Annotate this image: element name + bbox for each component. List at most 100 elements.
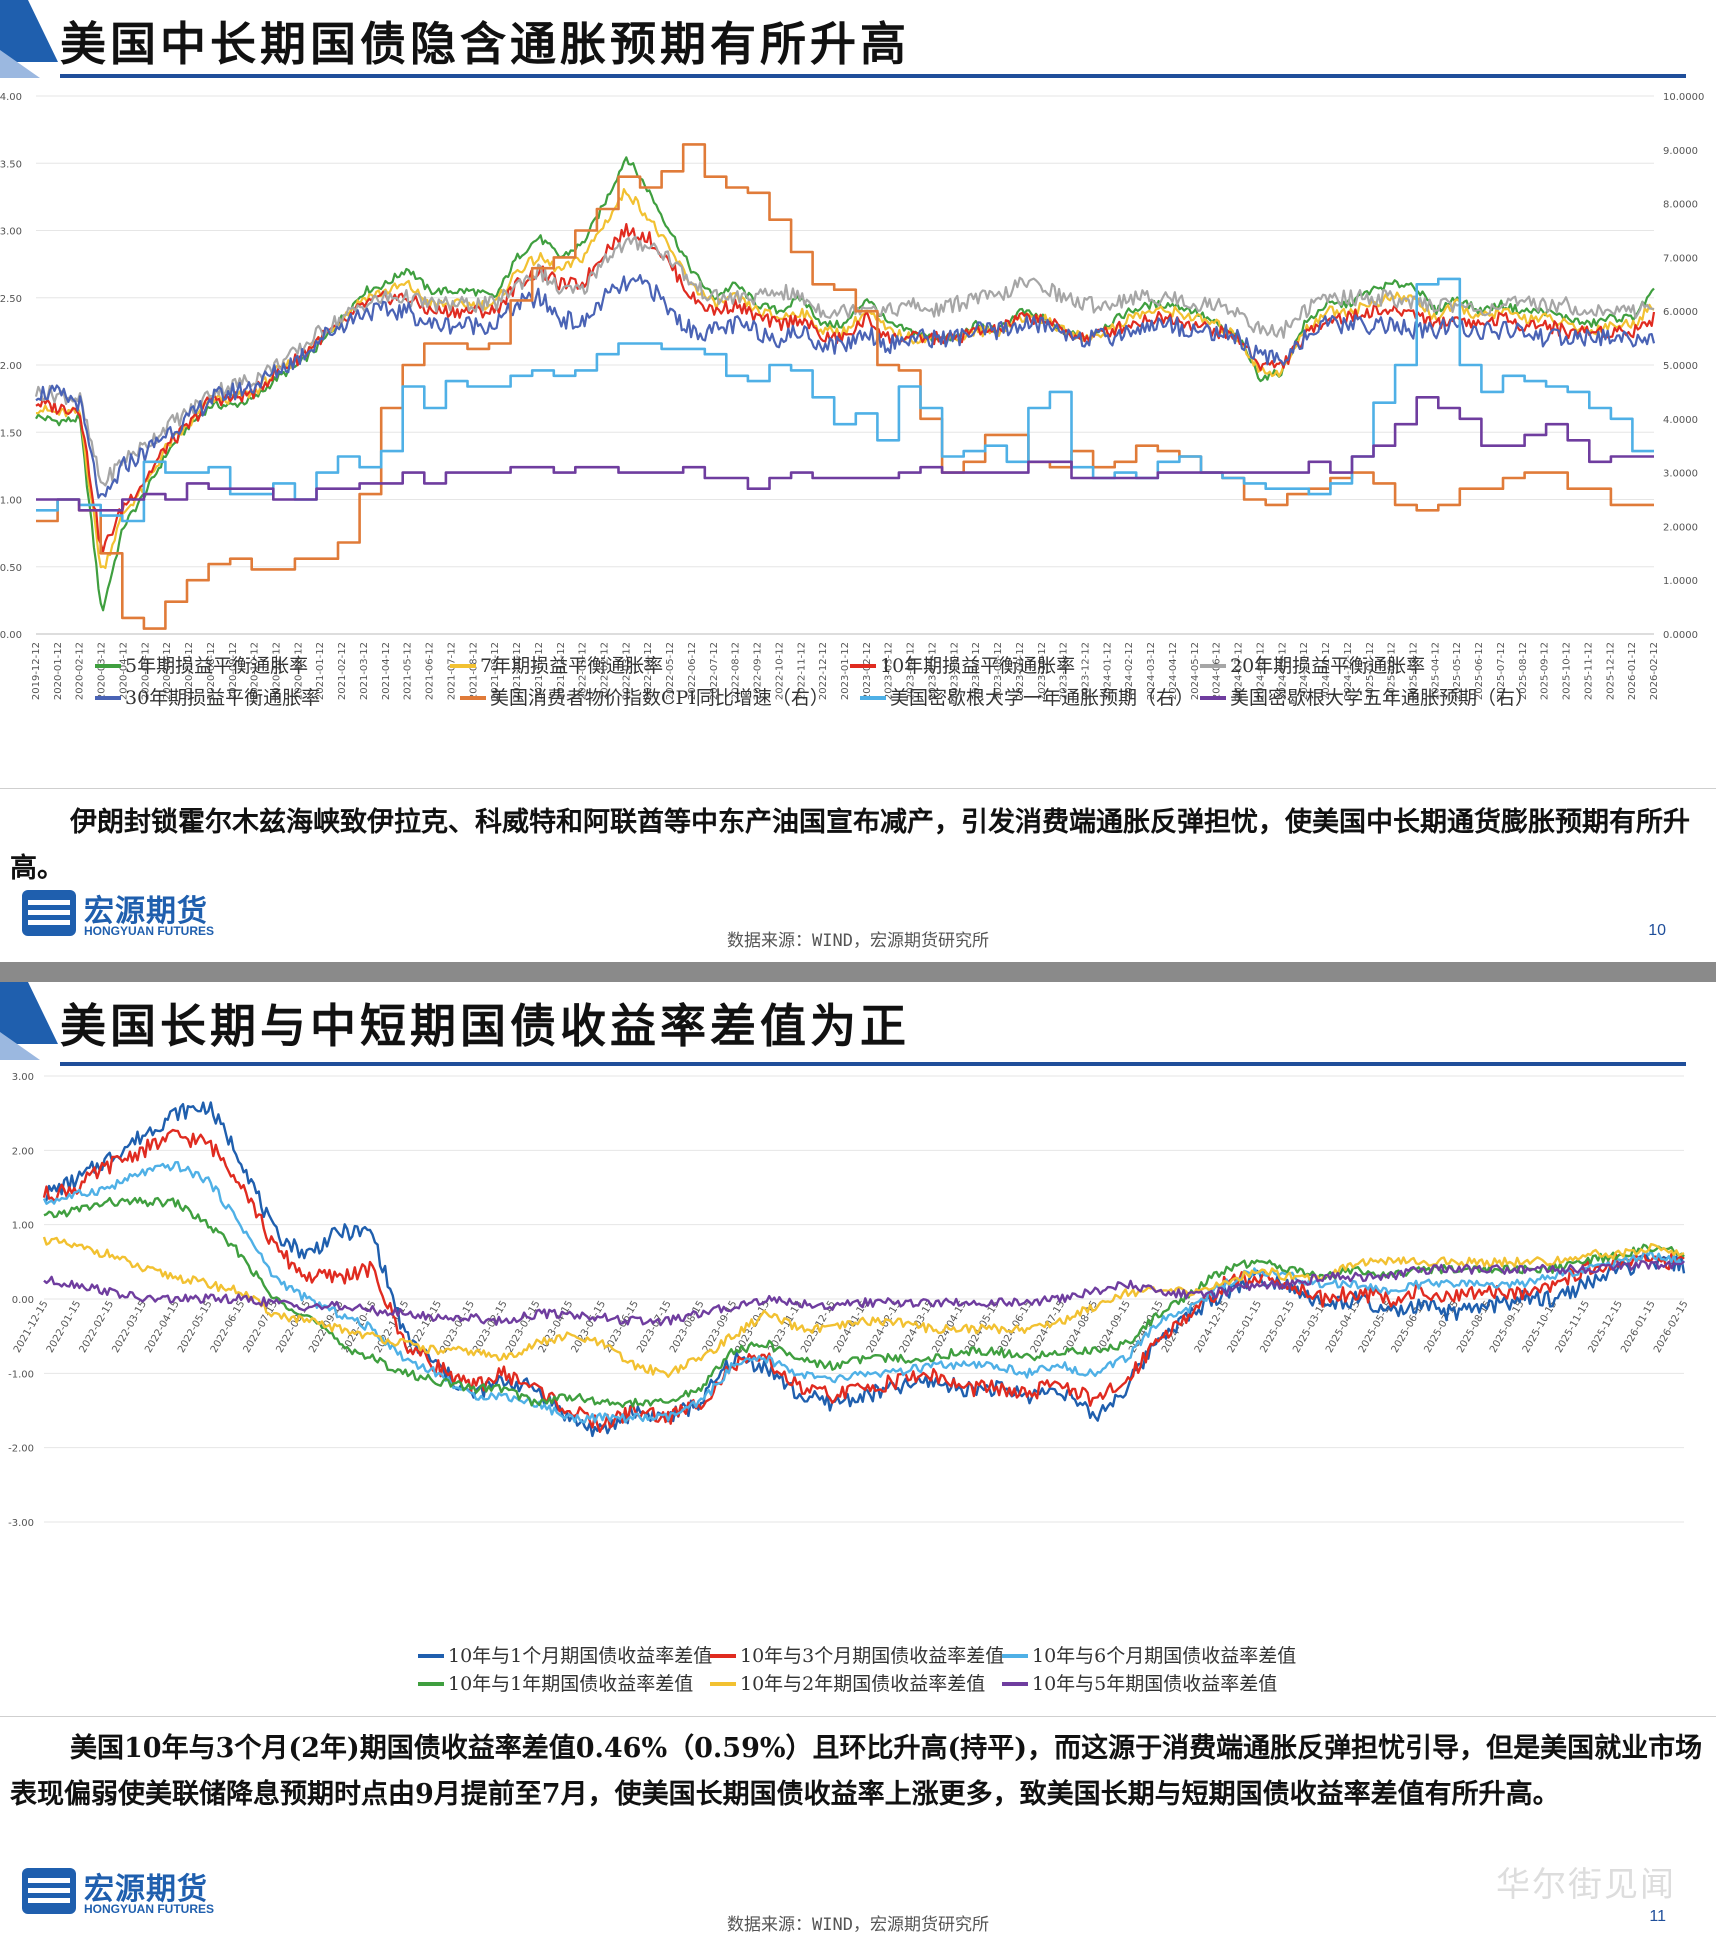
legend-label: 10年与2年期国债收益率差值 [740, 1673, 985, 1695]
x-tick-label: 2020-09-12 [228, 642, 239, 700]
x-tick-label: 2021-06-12 [425, 642, 436, 700]
x-tick-label: 2021-03-12 [359, 642, 370, 700]
x-tick-label: 2024-03-12 [1146, 642, 1157, 700]
legend-label: 10年与1年期国债收益率差值 [448, 1673, 693, 1695]
x-tick-label: 2024-05-12 [1190, 642, 1201, 700]
x-tick-label: 2022-05-12 [665, 642, 676, 700]
y-tick-label: -2.00 [8, 1444, 34, 1455]
y-tick-label: -1.00 [8, 1369, 34, 1380]
x-tick-label: 2024-06-12 [1212, 642, 1223, 700]
x-tick-label: 2022-03-15 [110, 1299, 149, 1355]
x-tick-label: 2021-10-12 [512, 642, 523, 700]
series-line [43, 1260, 1685, 1327]
x-tick-label: 2023-08-15 [668, 1299, 707, 1355]
x-tick-label: 2020-05-12 [140, 642, 151, 700]
x-tick-label: 2026-02-12 [1649, 642, 1660, 700]
x-tick-label: 2024-02-12 [1124, 642, 1135, 700]
x-tick-label: 2023-09-12 [1015, 642, 1026, 700]
legend-label: 美国消费者物价指数CPI同比增速（右） [490, 687, 829, 709]
x-tick-label: 2022-01-12 [578, 642, 589, 700]
y-left-tick-label: 3.50 [0, 159, 22, 170]
x-tick-label: 2026-02-15 [1652, 1299, 1691, 1355]
series-line [42, 1161, 1685, 1424]
x-tick-label: 2025-11-12 [1583, 642, 1594, 700]
title-rule [60, 1062, 1686, 1066]
y-left-tick-label: 0.50 [0, 563, 22, 574]
y-left-tick-label: 0.00 [0, 630, 22, 641]
logo-chinese-name: 宏源期货 [84, 894, 208, 929]
y-tick-label: 3.00 [12, 1072, 34, 1083]
x-tick-label: 2022-07-12 [709, 642, 720, 700]
x-tick-label: 2024-09-12 [1277, 642, 1288, 700]
x-tick-label: 2024-07-15 [1029, 1299, 1068, 1355]
y-tick-label: 0.00 [12, 1295, 34, 1306]
x-tick-label: 2021-08-12 [468, 642, 479, 700]
x-tick-label: 2025-01-12 [1365, 642, 1376, 700]
y-right-tick-label: 1.0000 [1663, 576, 1698, 587]
slide-10: 美国中长期国债隐含通胀预期有所升高 0.00 0.50 1.00 1.50 2.00 2.… [0, 0, 1716, 962]
x-tick-label: 2023-05-12 [927, 642, 938, 700]
corner-decoration [0, 0, 60, 80]
series-line [43, 1101, 1686, 1438]
x-tick-label: 2024-01-12 [1102, 642, 1113, 700]
legend-label: 30年期损益平衡通胀率 [125, 687, 320, 709]
x-tick-label: 2024-10-12 [1299, 642, 1310, 700]
slide-body-text: 伊朗封锁霍尔木兹海峡致伊拉克、科威特和阿联酋等中东产油国宣布减产，引发消费端通胀… [10, 807, 1690, 884]
x-tick-label: 2021-05-12 [403, 642, 414, 700]
legend-label: 美国密歇根大学五年通胀预期（右） [1230, 687, 1534, 709]
logo-mark-icon [22, 890, 76, 936]
legend-label: 10年与1个月期国债收益率差值 [448, 1645, 712, 1667]
series-line [34, 235, 1655, 487]
data-source: 数据来源：WIND，宏源期货研究所 [727, 931, 989, 951]
x-tick-label: 2024-02-15 [865, 1299, 904, 1355]
x-tick-label: 2025-10-15 [1521, 1299, 1560, 1355]
x-tick-label: 2025-06-12 [1474, 642, 1485, 700]
x-tick-label: 2026-01-12 [1627, 642, 1638, 700]
x-tick-label: 2023-08-12 [993, 642, 1004, 700]
legend-label: 10年与3个月期国债收益率差值 [740, 1645, 1004, 1667]
logo-chinese-name: 宏源期货 [84, 1872, 208, 1907]
series-line [36, 277, 1654, 523]
series-line [36, 143, 1654, 630]
y-right-tick-label: 4.0000 [1663, 415, 1698, 426]
x-tick-label: 2023-03-12 [884, 642, 895, 700]
legend-label: 20年期损益平衡通胀率 [1230, 655, 1425, 677]
x-tick-label: 2020-03-12 [97, 642, 108, 700]
x-tick-label: 2023-04-15 [537, 1299, 576, 1355]
page-number: 10 [1648, 922, 1666, 939]
x-tick-label: 2025-10-12 [1562, 642, 1573, 700]
company-logo: 宏源期货 HONGYUAN FUTURES [22, 1864, 242, 1924]
x-tick-label: 2020-01-12 [53, 642, 64, 700]
x-tick-label: 2025-02-12 [1387, 642, 1398, 700]
legend-label: 10年与6个月期国债收益率差值 [1032, 1645, 1296, 1667]
y-left-tick-label: 1.00 [0, 496, 22, 507]
y-right-tick-label: 0.0000 [1663, 630, 1698, 641]
x-tick-label: 2023-11-12 [1059, 642, 1070, 700]
series-line [42, 1236, 1685, 1378]
x-tick-label: 2023-01-12 [840, 642, 851, 700]
series-line [36, 396, 1654, 512]
x-tick-label: 2023-07-12 [971, 642, 982, 700]
x-tick-label: 2022-07-15 [242, 1299, 281, 1355]
legend-label: 10年与5年期国债收益率差值 [1032, 1673, 1277, 1695]
x-tick-label: 2020-08-12 [206, 642, 217, 700]
chart-yield-spreads: -3.00 -2.00 -1.00 0.00 1.00 2.00 3.00 2021-12-1… [8, 1072, 1691, 1695]
x-tick-label: 2025-11-15 [1554, 1299, 1593, 1355]
x-tick-label: 2022-02-12 [599, 642, 610, 700]
x-tick-label: 2022-05-15 [176, 1299, 215, 1355]
legend-label: 美国密歇根大学一年通胀预期（右） [890, 687, 1194, 709]
y-right-tick-label: 8.0000 [1663, 200, 1698, 211]
title-rule [60, 74, 1686, 78]
x-tick-label: 2020-12-12 [293, 642, 304, 700]
x-tick-label: 2025-02-15 [1258, 1299, 1297, 1355]
x-tick-label: 2025-12-12 [1605, 642, 1616, 700]
x-tick-label: 2021-11-12 [534, 642, 545, 700]
x-tick-label: 2021-09-12 [490, 642, 501, 700]
x-tick-label: 2022-09-12 [753, 642, 764, 700]
x-tick-label: 2025-03-15 [1291, 1299, 1330, 1355]
series-line [35, 156, 1655, 612]
y-right-tick-label: 6.0000 [1663, 307, 1698, 318]
x-tick-label: 2026-01-15 [1619, 1299, 1658, 1355]
x-tick-label: 2025-12-15 [1586, 1299, 1625, 1355]
legend-label: 5年期损益平衡通胀率 [125, 655, 308, 677]
